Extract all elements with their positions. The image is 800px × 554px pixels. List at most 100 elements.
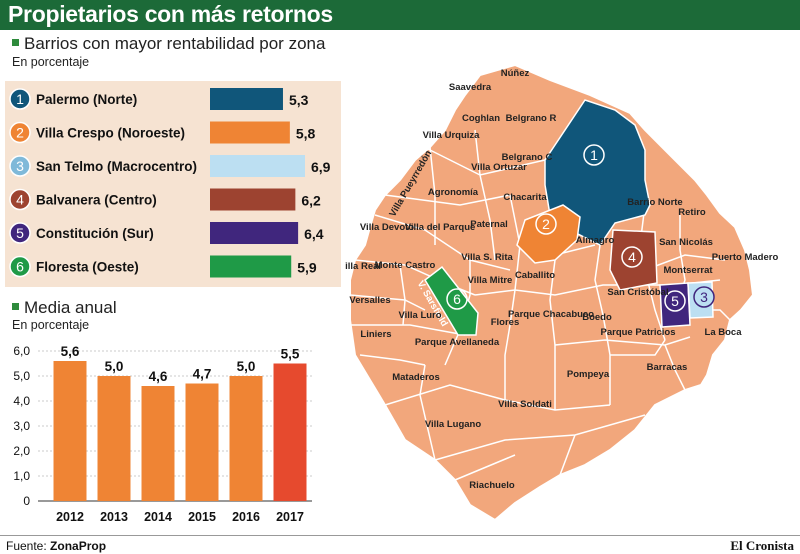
zone-label: San Telmo (Macrocentro) (36, 159, 197, 174)
district-floresta (424, 265, 479, 336)
year-bar (97, 376, 131, 501)
map-label: Barrio Norte (627, 197, 682, 208)
map-label: Núñez (501, 68, 530, 79)
map-number: 1 (590, 147, 598, 163)
zone-number-badge (9, 121, 31, 144)
year-value-label: 4,7 (193, 367, 212, 382)
zone-value-label: 5,9 (297, 260, 317, 276)
y-tick-label: 0 (23, 494, 30, 508)
year-bar (141, 386, 175, 501)
zone-bar (210, 121, 290, 144)
map-label: Coghlan (462, 113, 500, 124)
map-label: Villa S. Rita (461, 252, 513, 263)
zones-panel (5, 81, 341, 287)
footer-brand: El Cronista (730, 538, 794, 553)
year-bar (229, 376, 263, 501)
map-number-badge (693, 286, 715, 308)
map-label: Parque Avellaneda (415, 337, 500, 348)
map-label: Boedo (582, 312, 612, 323)
map-label: Parque Chacabuco (508, 309, 594, 320)
footer-divider (0, 535, 800, 536)
zone-bar (210, 88, 283, 110)
map-label: Villa Urquiza (423, 130, 481, 141)
map-label: San Cristóbal (607, 287, 668, 298)
map-number: 6 (453, 291, 461, 307)
map-number-badge (664, 290, 686, 312)
zone-label: Palermo (Norte) (36, 92, 137, 107)
zone-number-badge (9, 255, 31, 278)
year-tick-label: 2015 (188, 510, 216, 524)
zone-number: 1 (16, 91, 24, 107)
zone-bar (210, 155, 305, 177)
map-label: Caballito (515, 270, 555, 281)
zone-number-badge (9, 188, 31, 211)
y-tick-label: 1,0 (13, 469, 30, 483)
zone-number: 2 (16, 125, 24, 141)
zone-value-label: 6,9 (311, 159, 331, 175)
map-label: Monte Castro (375, 260, 436, 271)
map-number: 2 (542, 216, 550, 232)
year-bar (185, 383, 219, 501)
bullet-square-icon (12, 39, 19, 47)
zone-value-label: 6,2 (301, 193, 321, 209)
map-label: Paternal (470, 219, 508, 230)
district-balvanera (609, 229, 658, 291)
y-tick-label: 2,0 (13, 444, 30, 458)
map-label: Villa Mitre (468, 275, 513, 286)
map-label: Liniers (360, 329, 391, 340)
bullet-square-icon (12, 303, 19, 311)
year-value-label: 5,0 (237, 359, 256, 374)
map-number: 4 (628, 249, 636, 265)
year-value-label: 4,6 (149, 369, 168, 384)
map-label: Saavedra (449, 82, 492, 93)
map-label: Mataderos (392, 372, 440, 383)
map-number-badge (535, 213, 557, 235)
zone-number-badge (9, 88, 31, 110)
zone-bar (210, 188, 296, 211)
year-value-label: 5,0 (105, 359, 124, 374)
zone-value-label: 5,8 (296, 126, 316, 142)
y-tick-label: 6,0 (13, 344, 30, 358)
year-bar (273, 363, 307, 501)
page-title: Propietarios con más retornos (8, 1, 333, 27)
zones-subtitle: En porcentaje (12, 55, 90, 69)
zone-number: 5 (16, 225, 24, 241)
map-label: Agronomía (428, 187, 479, 198)
neighborhood-labels: Saavedra Núñez Coghlan Belgrano R Villa … (345, 68, 778, 491)
year-tick-label: 2013 (100, 510, 128, 524)
map-label: Parque Patricios (601, 327, 676, 338)
year-tick-label: 2017 (276, 510, 304, 524)
zone-label: Balvanera (Centro) (36, 193, 157, 208)
year-bar (53, 361, 87, 501)
zone-number-badge (9, 222, 31, 244)
zone-label: Constitución (Sur) (36, 226, 154, 241)
zone-number: 6 (16, 259, 24, 275)
map-label: Villa Lugano (425, 419, 482, 430)
map-label: Pompeya (567, 369, 610, 380)
map-number-badge (446, 288, 468, 310)
map-label: Villa Ortuzar (471, 162, 527, 173)
header-bar: Propietarios con más retornos (0, 0, 800, 30)
year-tick-label: 2012 (56, 510, 84, 524)
map-label: Montserrat (663, 265, 713, 276)
map-number-badges: 1 2 3 4 5 6 (446, 144, 715, 312)
map-label: Almagro (576, 235, 615, 246)
map-label: Villa Soldati (498, 399, 552, 410)
map-label: Villa Real (345, 261, 381, 272)
map-label: Villa Luro (398, 310, 441, 321)
map-label: Barracas (647, 362, 688, 373)
zones-title: Barrios con mayor rentabilidad por zona (12, 34, 325, 54)
map-label: Villa Devoto (360, 222, 414, 233)
map-label: La Boca (705, 327, 743, 338)
zone-number: 3 (16, 158, 24, 174)
zone-number: 4 (16, 192, 24, 208)
zones-chart: 1 Palermo (Norte) 5,3 2 Villa Crespo (Noroes… (9, 88, 331, 278)
map-label: Belgrano R (506, 113, 557, 124)
map-number-badge (621, 246, 643, 268)
zone-value-label: 6,4 (304, 226, 324, 242)
zone-label: Villa Crespo (Noroeste) (36, 126, 185, 141)
map-label: Riachuelo (469, 480, 515, 491)
zone-label: Floresta (Oeste) (36, 260, 139, 275)
annual-title: Media anual (12, 298, 117, 318)
map-label: Villa del Parque (405, 222, 476, 233)
